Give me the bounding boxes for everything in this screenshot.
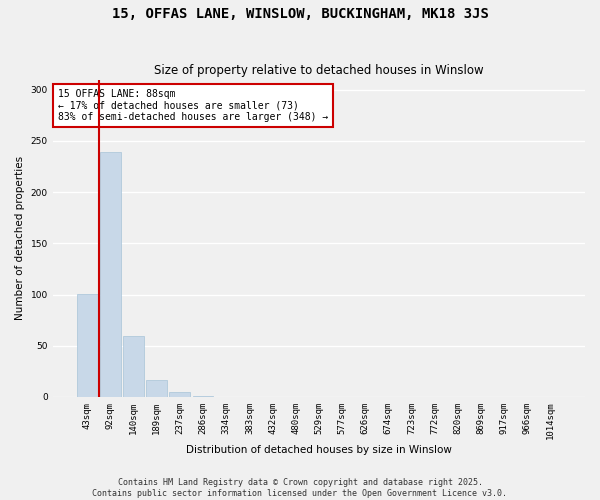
Text: 15 OFFAS LANE: 88sqm
← 17% of detached houses are smaller (73)
83% of semi-detac: 15 OFFAS LANE: 88sqm ← 17% of detached h… — [58, 89, 328, 122]
Bar — [123, 336, 144, 397]
Bar — [100, 152, 121, 397]
X-axis label: Distribution of detached houses by size in Winslow: Distribution of detached houses by size … — [186, 445, 452, 455]
Title: Size of property relative to detached houses in Winslow: Size of property relative to detached ho… — [154, 64, 484, 77]
Bar — [193, 396, 214, 397]
Bar — [169, 392, 190, 397]
Text: Contains HM Land Registry data © Crown copyright and database right 2025.
Contai: Contains HM Land Registry data © Crown c… — [92, 478, 508, 498]
Text: 15, OFFAS LANE, WINSLOW, BUCKINGHAM, MK18 3JS: 15, OFFAS LANE, WINSLOW, BUCKINGHAM, MK1… — [112, 8, 488, 22]
Bar — [146, 380, 167, 397]
Y-axis label: Number of detached properties: Number of detached properties — [15, 156, 25, 320]
Bar — [77, 294, 98, 397]
